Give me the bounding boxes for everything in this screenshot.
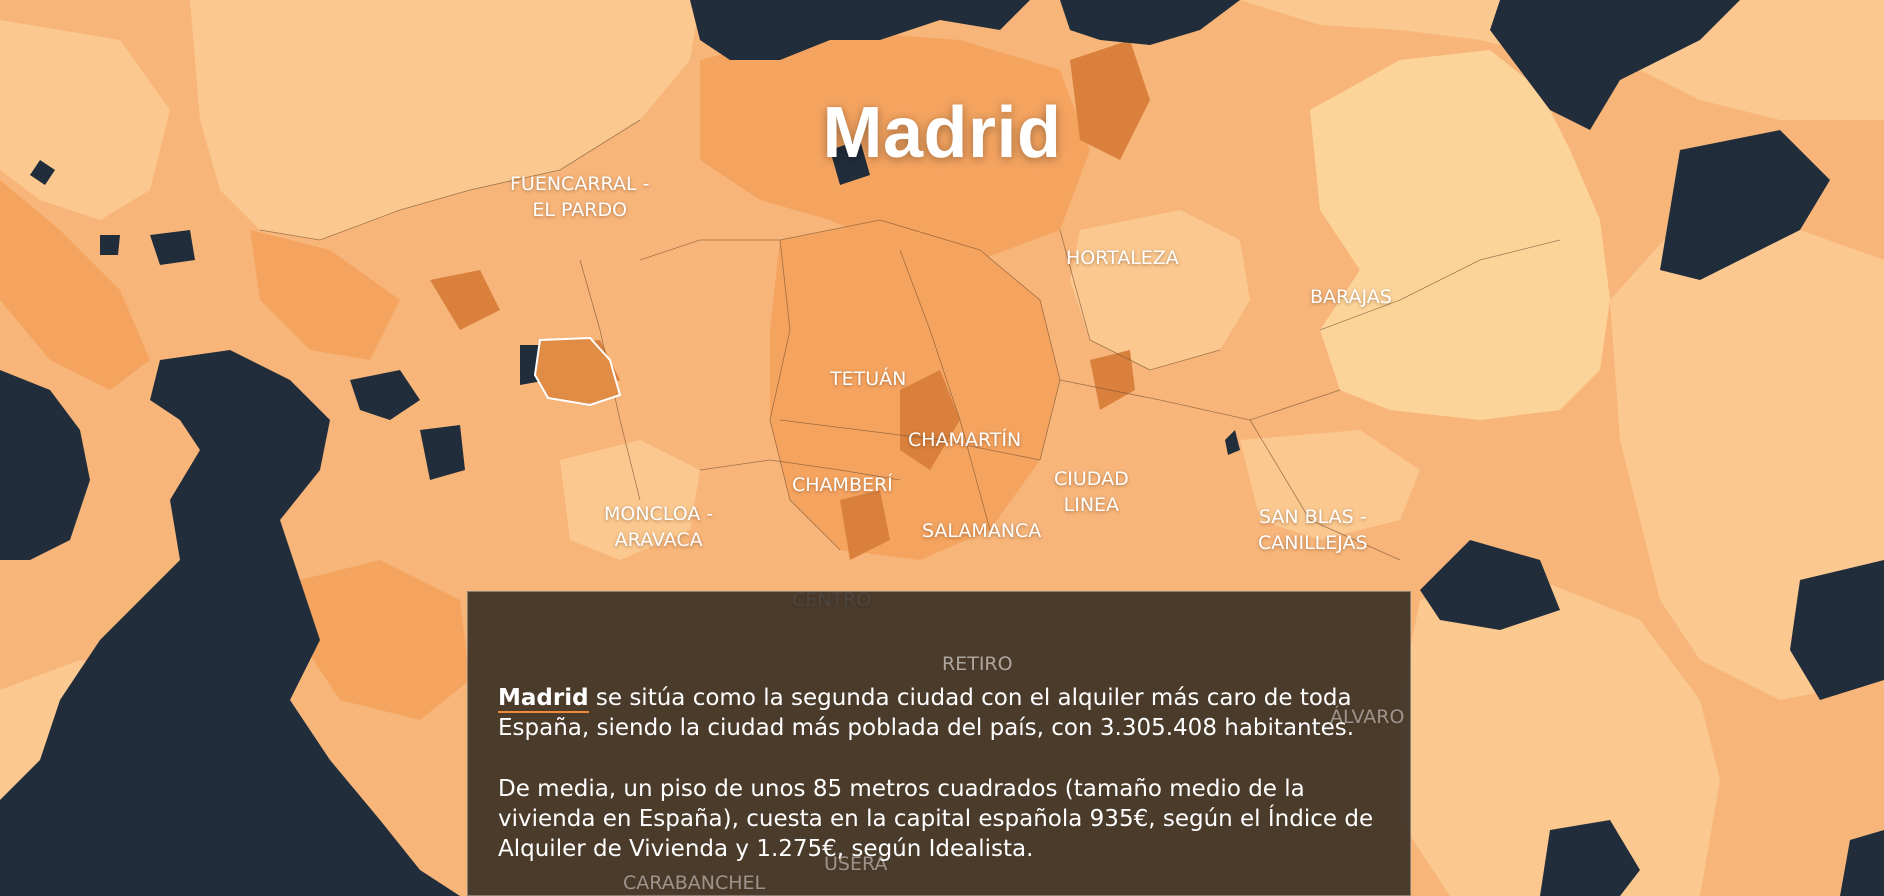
- district-label-fuencarral[interactable]: FUENCARRAL - EL PARDO: [510, 171, 649, 223]
- district-label-line: CARABANCHEL: [623, 872, 766, 894]
- district-label-line: BARAJAS: [1310, 286, 1392, 308]
- district-label-moncloa[interactable]: MONCLOA - ARAVACA: [604, 501, 713, 553]
- map-area-navy-14: [1420, 540, 1560, 630]
- district-boundaries: [259, 119, 1561, 561]
- map-area-navy-8: [150, 230, 195, 265]
- map-title: Madrid: [822, 93, 1062, 173]
- district-label-line: CIUDAD: [1054, 468, 1129, 490]
- map-area-navy-6: [0, 370, 90, 560]
- map-area-dark-2: [900, 370, 960, 470]
- district-label-ciudad-lineal[interactable]: CIUDAD LINEA: [1054, 466, 1129, 518]
- map-area-southeast: [1400, 580, 1720, 896]
- district-label-line: ÁLVARO: [1330, 706, 1405, 728]
- map-area-center-north: [700, 30, 1090, 260]
- map-area-southwest-mid: [300, 560, 470, 720]
- district-label-line: SAN BLAS -: [1258, 506, 1367, 528]
- map-area-navy-10: [350, 370, 420, 420]
- district-label-line: FUENCARRAL -: [510, 173, 650, 195]
- district-label-carabanchel[interactable]: CARABANCHEL: [623, 870, 765, 896]
- map-area-north: [190, 0, 700, 240]
- district-label-salamanca[interactable]: SALAMANCA: [922, 518, 1041, 544]
- map-area-dark-6: [840, 490, 890, 560]
- highlighted-district: [533, 336, 622, 407]
- map-area-west-mid-2: [250, 230, 400, 360]
- map-area-navy-7: [30, 160, 55, 185]
- map-area-navy-5: [0, 350, 460, 896]
- district-label-line: CHAMARTÍN: [908, 429, 1022, 451]
- map-area-navy-3: [1490, 0, 1740, 130]
- district-label-line: TETUÁN: [830, 368, 907, 390]
- map-area-navy-2: [1060, 0, 1240, 45]
- map-area-dark-3: [1090, 350, 1135, 410]
- district-label-san-blas[interactable]: SAN BLAS - CANILLEJAS: [1258, 504, 1368, 556]
- district-label-chamberi[interactable]: CHAMBERÍ: [792, 472, 893, 498]
- map-area-dark-4: [430, 270, 500, 330]
- district-label-line: ARAVACA: [614, 529, 703, 551]
- map-area-navy-15: [1790, 560, 1884, 700]
- map-area-navy-1: [690, 0, 1030, 60]
- map-area-navy-13: [830, 140, 870, 185]
- map-area-dark-1: [1070, 40, 1150, 160]
- district-label-usera[interactable]: USERA: [824, 851, 887, 877]
- district-label-hortaleza[interactable]: HORTALEZA: [1066, 245, 1179, 271]
- map-area-sanblas: [1240, 430, 1420, 540]
- district-label-vicalvaro[interactable]: ÁLVARO: [1330, 704, 1404, 730]
- district-label-line: CANILLEJAS: [1258, 532, 1368, 554]
- map-area-navy-17: [1840, 830, 1884, 896]
- info-panel: Madrid se sitúa como la segunda ciudad c…: [467, 591, 1411, 896]
- map-area-barajas: [1310, 50, 1610, 420]
- map-area-east: [1610, 200, 1884, 700]
- district-label-line: LINEA: [1063, 494, 1120, 516]
- map-area-navy-18: [1225, 430, 1240, 455]
- district-label-tetuan[interactable]: TETUÁN: [830, 366, 906, 392]
- info-text: se sitúa como la segunda ciudad con el a…: [498, 685, 1355, 741]
- map-area-navy-4: [1660, 130, 1830, 280]
- district-label-line: SALAMANCA: [922, 520, 1042, 542]
- district-label-line: RETIRO: [942, 653, 1013, 675]
- info-paragraph-1: Madrid se sitúa como la segunda ciudad c…: [498, 683, 1398, 743]
- district-label-line: MONCLOA -: [604, 503, 714, 525]
- info-paragraph-2: De media, un piso de unos 85 metros cuad…: [498, 776, 1374, 862]
- district-label-chamartin[interactable]: CHAMARTÍN: [908, 427, 1021, 453]
- district-label-retiro[interactable]: RETIRO: [942, 651, 1013, 677]
- district-label-barajas[interactable]: BARAJAS: [1310, 284, 1392, 310]
- map-area-navy-9: [100, 235, 120, 255]
- map-area-navy-11: [420, 425, 465, 480]
- district-label-line: EL PARDO: [532, 199, 628, 221]
- map-area-moncloa: [560, 440, 700, 560]
- district-label-line: HORTALEZA: [1066, 247, 1179, 269]
- district-label-line: USERA: [824, 853, 888, 875]
- district-label-line: CHAMBERÍ: [792, 474, 893, 496]
- map-area-navy-16: [1540, 820, 1640, 896]
- highlight-city: Madrid: [498, 685, 589, 713]
- map-area-hortaleza: [1070, 210, 1250, 370]
- map-area-west-mid: [0, 180, 150, 390]
